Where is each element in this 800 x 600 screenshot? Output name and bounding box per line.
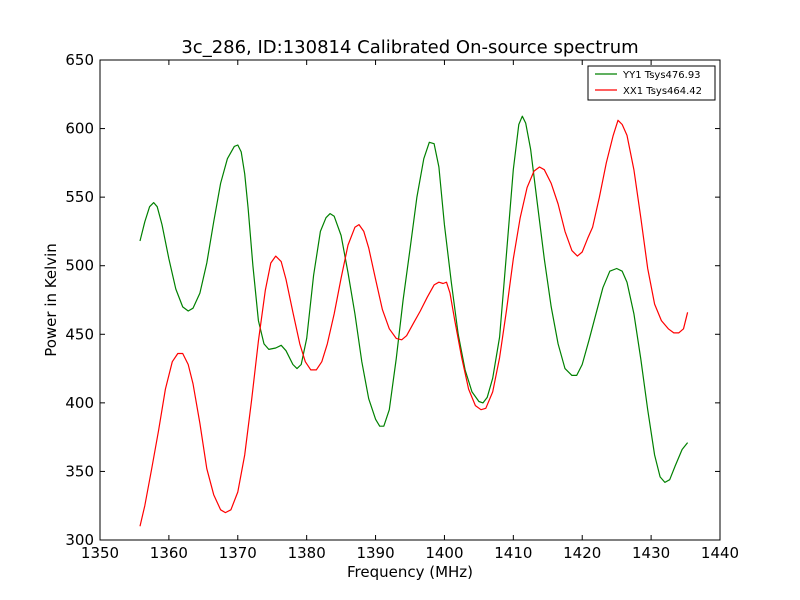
x-tick-label: 1360 <box>150 544 188 562</box>
legend-entry-yy1: YY1 Tsys476.93 <box>622 70 701 81</box>
x-tick-label: 1440 <box>701 544 739 562</box>
y-tick-label: 550 <box>65 188 94 206</box>
y-tick-label: 600 <box>65 120 94 138</box>
plot-frame <box>99 59 721 541</box>
y-tick-label: 300 <box>65 531 94 549</box>
x-tick-label: 1410 <box>494 544 532 562</box>
x-tick-label: 1420 <box>563 544 601 562</box>
legend-entry-xx1: XX1 Tsys464.42 <box>623 86 702 97</box>
x-tick-label: 1370 <box>219 544 257 562</box>
series-line-xx1 <box>139 119 689 527</box>
x-axis: 1350 1360 1370 1380 1390 1400 1410 1420 1430 1440 <box>81 60 739 562</box>
y-tick-label: 400 <box>65 394 94 412</box>
plot-lines <box>139 115 689 527</box>
x-tick-label: 1380 <box>288 544 326 562</box>
y-tick-label: 350 <box>65 462 94 480</box>
y-tick-label: 650 <box>65 51 94 69</box>
series-line-yy1 <box>139 115 689 483</box>
x-tick-label: 1430 <box>632 544 670 562</box>
chart-title: 3c_286, ID:130814 Calibrated On-source s… <box>181 37 638 58</box>
x-axis-label: Frequency (MHz) <box>347 563 473 581</box>
y-axis-label: Power in Kelvin <box>42 243 60 357</box>
x-tick-label: 1400 <box>425 544 463 562</box>
y-tick-label: 450 <box>65 325 94 343</box>
legend: YY1 Tsys476.93 XX1 Tsys464.42 <box>587 65 716 101</box>
y-tick-label: 500 <box>65 257 94 275</box>
x-tick-label: 1350 <box>81 544 119 562</box>
legend-box <box>587 65 716 101</box>
x-tick-label: 1390 <box>356 544 394 562</box>
y-axis: 300 350 400 450 500 550 600 650 <box>65 51 720 549</box>
